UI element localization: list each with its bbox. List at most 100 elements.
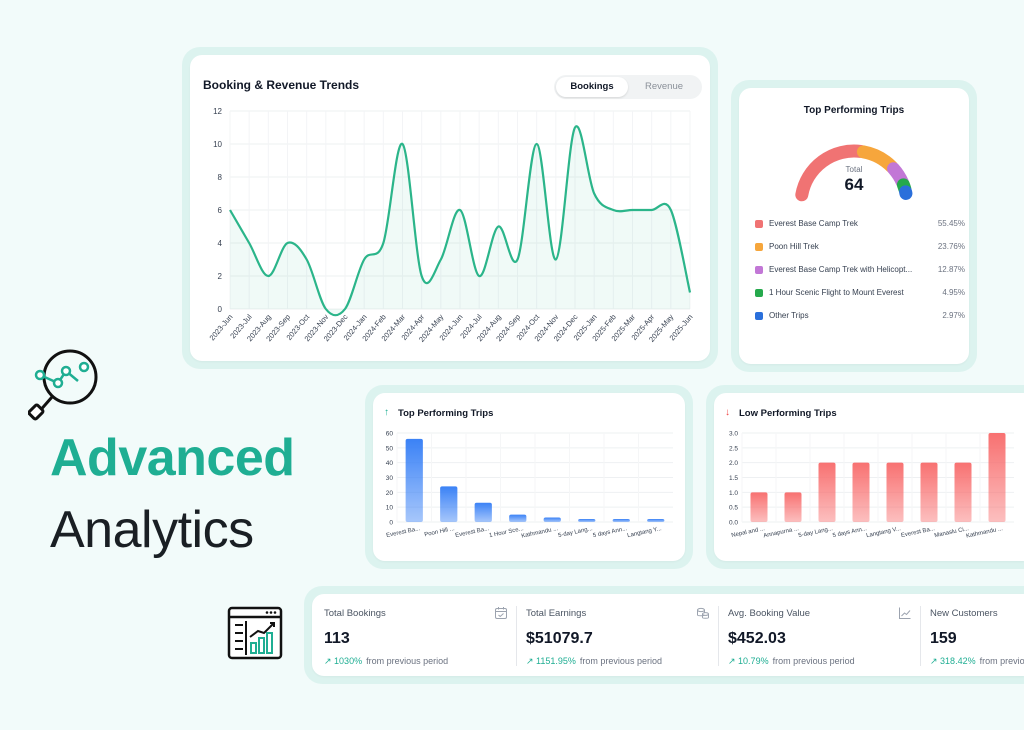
legend-percent: 2.97% (942, 311, 965, 320)
low-trips-bar-chart: 0.0 0.5 1.0 1.5 2.0 2.5 3.0 Nepal and ...Annapu… (729, 431, 1014, 540)
x-tick-label: Poon Hill ... (424, 526, 456, 538)
x-tick-label: 5 days Ann... (592, 526, 628, 539)
y-tick-label: 30 (386, 475, 394, 482)
hero-title: Advanced (50, 429, 295, 487)
stat-new-customers: New Customers 159 ↗ 318.42%from previous… (922, 594, 1024, 676)
y-tick-label: 10 (213, 140, 222, 149)
x-tick-label: Kathmandu ... (521, 526, 559, 540)
top-trips-gauge-card: Top Performing Trips Total 64 Everest Ba… (739, 88, 969, 364)
x-tick-label: Manaslu Ci... (934, 526, 970, 539)
bar (405, 438, 423, 522)
y-tick-label: 6 (218, 206, 223, 215)
calendar-check-icon (495, 607, 507, 619)
bar (647, 519, 665, 522)
bar (578, 519, 596, 522)
stat-change: ↗ 10.79% from previous period (728, 656, 855, 666)
stat-change: ↗ 1030% from previous period (324, 656, 449, 666)
bar (852, 462, 870, 522)
x-tick-label: Nepal and ... (731, 526, 766, 539)
stat-avg-booking-value: Avg. Booking Value $452.03 ↗ 10.79% from … (720, 594, 916, 676)
y-tick-label: 10 (386, 505, 394, 512)
bar (988, 433, 1006, 522)
tab-revenue[interactable]: Revenue (644, 81, 684, 92)
stat-label: Total Earnings (526, 608, 587, 619)
series-line (229, 125, 692, 317)
x-tick-label: 5-day Lang... (798, 526, 834, 539)
stat-value: $452.03 (728, 630, 786, 647)
metric-toggle: Bookings Revenue (554, 75, 702, 99)
top-trips-bar-card: ↑ Top Performing Trips 0 10 20 30 40 50 60 Ever… (373, 393, 685, 561)
bar (509, 514, 527, 522)
y-tick-label: 2.0 (729, 460, 738, 467)
y-tick-label: 50 (386, 445, 394, 452)
hero-subtitle: Analytics (50, 501, 254, 559)
legend-swatch (755, 243, 763, 251)
y-tick-label: 60 (386, 431, 394, 438)
x-tick-label: 5 days Ann... (832, 526, 868, 539)
bar (612, 519, 630, 522)
top-bar-card-title: Top Performing Trips (398, 408, 494, 419)
legend-label: Everest Base Camp Trek with Helicopt... (769, 265, 913, 274)
stat-divider (920, 606, 921, 666)
trend-card: Booking & Revenue Trends Bookings Revenu… (190, 55, 710, 361)
legend-percent: 4.95% (942, 288, 965, 297)
y-tick-label: 8 (218, 173, 223, 182)
bar (784, 492, 802, 522)
stat-total-earnings: Total Earnings $51079.7 ↗ 1151.95% from p… (518, 594, 714, 676)
y-tick-label: 1.5 (729, 475, 738, 482)
legend-percent: 12.87% (937, 265, 965, 274)
x-tick-label: Annapurna ... (763, 526, 800, 539)
low-trips-bar-card: ↓ Low Performing Trips 0.0 0.5 1.0 1.5 2.0 2.… (714, 393, 1024, 561)
y-tick-label: 2 (218, 272, 223, 281)
legend-item: 1 Hour Scenic Flight to Mount Everest 4.9… (755, 287, 965, 301)
stat-label: Total Bookings (324, 608, 386, 619)
stat-change: ↗ 318.42%from previous period (930, 656, 1024, 666)
legend-item: Poon Hill Trek 23.76% (755, 241, 965, 255)
y-tick-label: 12 (213, 107, 222, 116)
bar (440, 486, 458, 522)
top-trips-gauge-title: Top Performing Trips (803, 105, 905, 116)
x-tick-label: 1 Hour Sce... (489, 526, 525, 539)
top-trips-gauge (795, 144, 913, 202)
legend-label: Poon Hill Trek (769, 242, 819, 251)
y-tick-label: 3.0 (729, 431, 738, 438)
y-tick-label: 4 (218, 239, 223, 248)
y-tick-label: 0 (218, 305, 223, 314)
stat-divider (718, 606, 719, 666)
legend-label: Everest Base Camp Trek (769, 219, 858, 228)
legend-label: Other Trips (769, 311, 809, 320)
legend-swatch (755, 312, 763, 320)
arrow-down-icon: ↓ (725, 407, 730, 418)
booking-trend-line-chart: 0246810122023-Jun2023-Jul2023-Aug2023-Se… (208, 107, 695, 344)
legend-item: Everest Base Camp Trek with Helicopt... 1… (755, 264, 965, 278)
y-tick-label: 1.0 (729, 490, 738, 497)
bar (886, 462, 904, 522)
bar (750, 492, 768, 522)
x-tick-label: 2023-Jun (208, 313, 235, 343)
legend-percent: 23.76% (937, 242, 965, 251)
stat-value: 113 (324, 630, 350, 647)
bar (954, 462, 972, 522)
stat-change: ↗ 1151.95% from previous period (526, 656, 662, 666)
legend-item: Everest Base Camp Trek 55.45% (755, 218, 965, 232)
y-tick-label: 2.5 (729, 445, 738, 452)
series-area (230, 126, 690, 316)
analytics-search-icon (28, 349, 98, 421)
x-tick-label: Everest Ba... (455, 526, 490, 539)
y-tick-label: 20 (386, 490, 394, 497)
trend-chart-icon (899, 607, 911, 619)
low-bar-card-title: Low Performing Trips (739, 408, 837, 419)
gauge-slice (795, 144, 868, 202)
legend-percent: 55.45% (937, 219, 965, 228)
stat-divider (516, 606, 517, 666)
coins-icon (697, 607, 709, 619)
legend-swatch (755, 266, 763, 274)
y-tick-label: 0 (389, 520, 393, 527)
x-tick-label: Kathmandu ... (966, 526, 1004, 540)
tab-bookings[interactable]: Bookings (556, 77, 628, 97)
gauge-total-value: 64 (844, 175, 864, 194)
legend-item: Other Trips 2.97% (755, 310, 965, 324)
y-tick-label: 0.5 (729, 505, 738, 512)
stat-total-bookings: Total Bookings 113 ↗ 1030% from previous … (316, 594, 512, 676)
bar (818, 462, 836, 522)
